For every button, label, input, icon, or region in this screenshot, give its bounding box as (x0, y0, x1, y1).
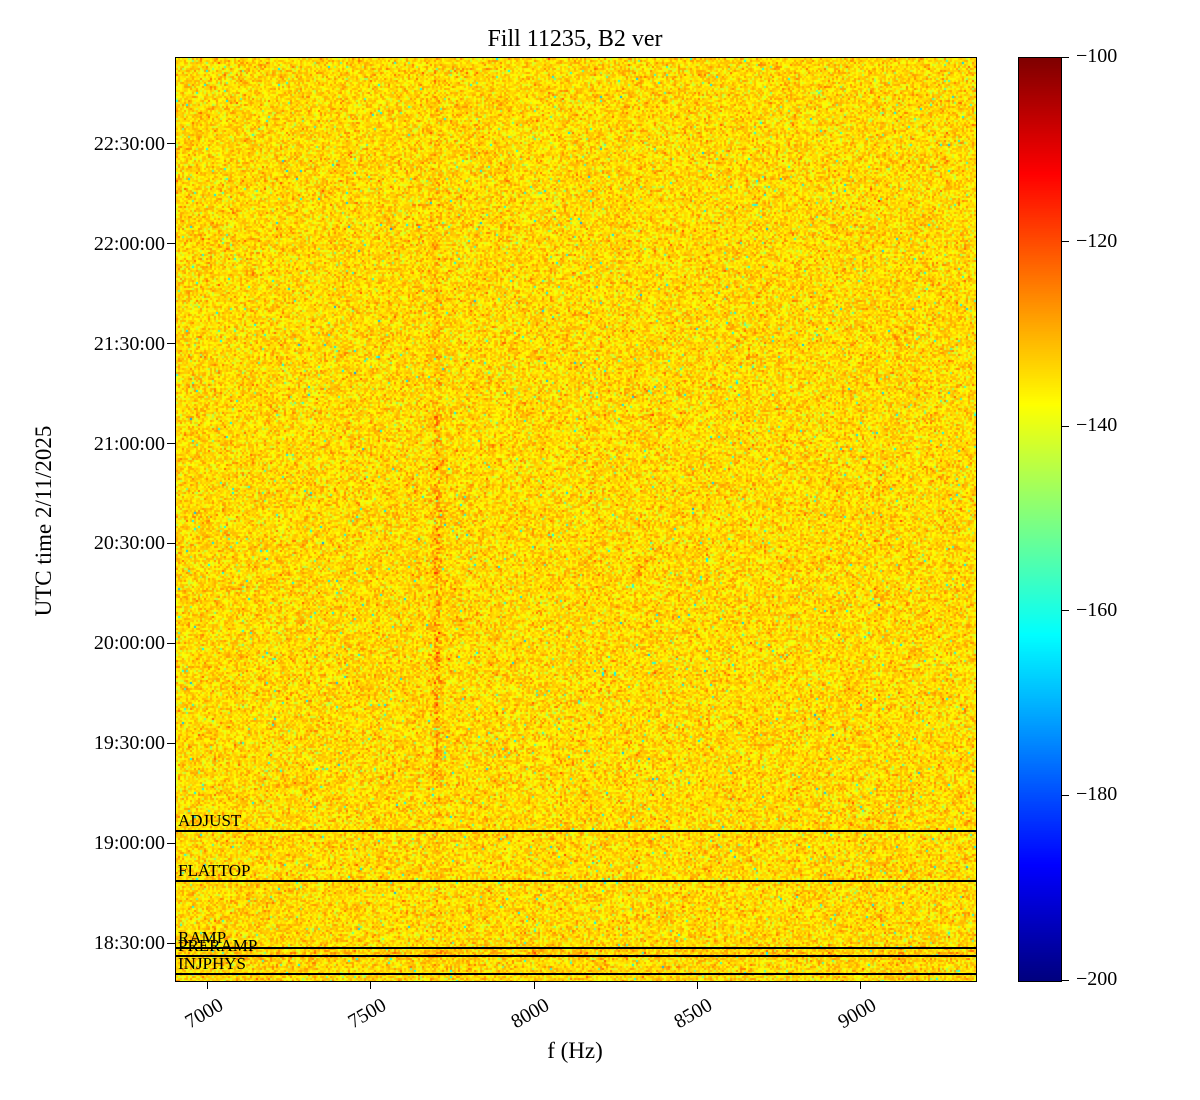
y-tick-label: 20:30:00 (93, 532, 165, 555)
colorbar-tick-mark (1061, 425, 1069, 427)
colorbar-tick-mark (1061, 794, 1069, 796)
y-tick-mark (167, 243, 175, 245)
event-label: RAMP (178, 927, 227, 947)
event-line (176, 946, 976, 949)
x-tick-label: 8500 (670, 994, 717, 1034)
colorbar-tick-label: −160 (1076, 598, 1118, 621)
y-tick-mark (167, 942, 175, 944)
x-tick-mark (696, 981, 698, 989)
event-line (176, 973, 976, 976)
y-tick-label: 22:30:00 (93, 132, 165, 155)
x-tick-label: 7000 (181, 994, 227, 1034)
y-tick-label: 19:00:00 (93, 832, 165, 855)
spectrogram-heatmap (176, 58, 976, 981)
y-tick-label: 18:30:00 (93, 932, 165, 955)
event-label: INJPHYS (178, 954, 247, 974)
colorbar-tick-label: −200 (1076, 968, 1118, 990)
y-tick-label: 20:00:00 (93, 632, 165, 655)
x-tick-label: 7500 (344, 994, 390, 1034)
y-axis-label: UTC time 2/11/2025 (31, 425, 56, 617)
y-tick-mark (167, 742, 175, 744)
colorbar-tick-label: −120 (1076, 229, 1118, 252)
event-label: ADJUST (178, 811, 242, 831)
colorbar-tick-label: −140 (1076, 414, 1118, 437)
y-tick-mark (167, 343, 175, 345)
y-tick-label: 22:00:00 (93, 232, 165, 255)
y-tick-mark (167, 143, 175, 145)
x-tick-mark (860, 981, 862, 989)
colorbar (1018, 57, 1062, 982)
event-label: FLATTOP (178, 861, 251, 881)
y-tick-mark (167, 642, 175, 644)
y-tick-mark (167, 542, 175, 544)
heatmap-plot-area: ADJUST FLATTOP RAMP PRERAMP INJPHYS (175, 57, 977, 982)
x-axis-label: f (Hz) (547, 1038, 603, 1063)
colorbar-tick-mark (1061, 610, 1069, 612)
x-tick-label: 9000 (834, 994, 880, 1034)
x-tick-mark (370, 981, 372, 989)
plot-title: Fill 11235, B2 ver (487, 26, 663, 52)
y-tick-label: 21:00:00 (93, 432, 165, 455)
x-tick-label: 8000 (507, 994, 554, 1034)
y-tick-label: 19:30:00 (93, 732, 165, 755)
colorbar-tick-mark (1061, 979, 1069, 981)
x-tick-mark (533, 981, 535, 989)
event-line (176, 880, 976, 883)
y-tick-mark (167, 443, 175, 445)
colorbar-tick-mark (1061, 241, 1069, 243)
y-tick-mark (167, 842, 175, 844)
colorbar-tick-label: −100 (1076, 45, 1118, 67)
x-tick-mark (207, 981, 209, 989)
colorbar-tick-label: −180 (1076, 783, 1118, 806)
y-tick-label: 21:30:00 (93, 332, 165, 355)
event-line (176, 955, 976, 957)
event-label: PRERAMP (178, 936, 258, 955)
colorbar-tick-mark (1061, 56, 1069, 58)
event-line (176, 830, 976, 833)
colorbar-gradient (1019, 58, 1061, 981)
